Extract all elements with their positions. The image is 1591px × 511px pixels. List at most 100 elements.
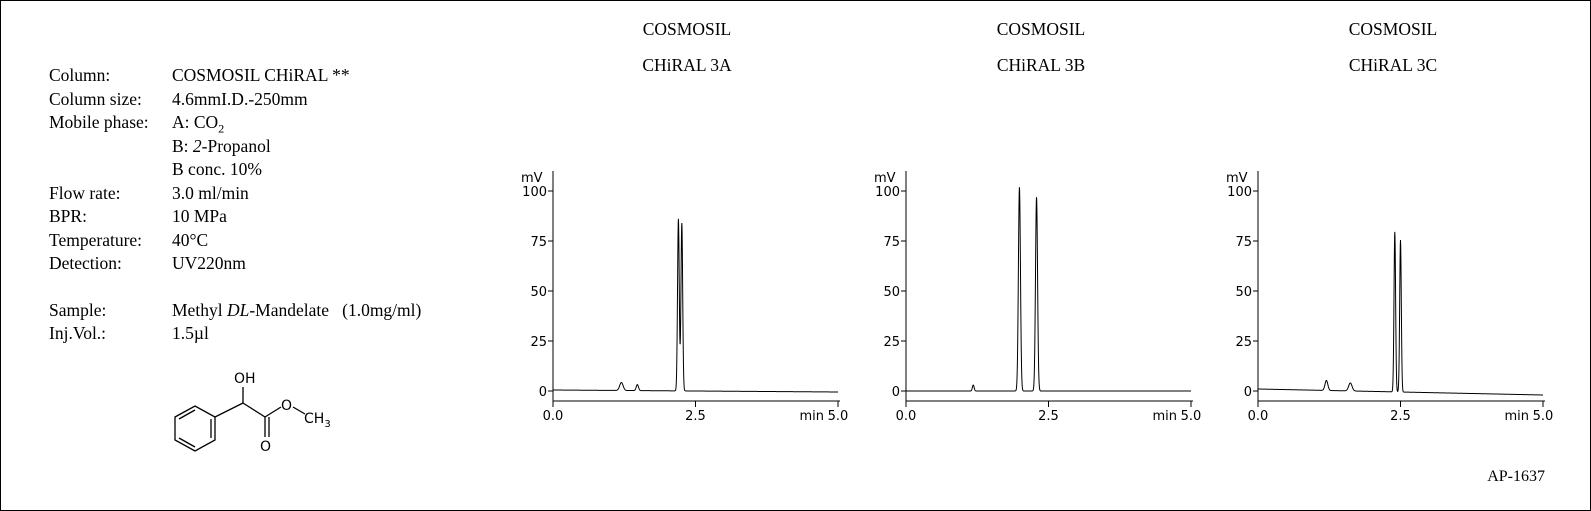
- condition-value: B: 2-Propanol: [172, 135, 271, 159]
- condition-label: Inj.Vol.:: [49, 323, 107, 343]
- condition-label: BPR:: [49, 206, 87, 226]
- y-tick-label: 75: [530, 235, 547, 250]
- y-tick-label: 50: [530, 285, 547, 300]
- x-tick-label: 2.5: [685, 409, 706, 424]
- ch3-label: CH3: [304, 411, 331, 430]
- ch3-subscript: 3: [324, 419, 330, 430]
- mobile-phase-b-prefix: B:: [172, 135, 193, 156]
- condition-row-temperature: Temperature: 40°C: [49, 229, 421, 253]
- mobile-phase-b-italic: 2: [192, 135, 202, 156]
- condition-value: Methyl DL-Mandelate (1.0mg/ml): [172, 299, 421, 323]
- condition-value: 10 MPa: [172, 206, 227, 226]
- conditions-block: Column: COSMOSIL CHiRAL ** Column size: …: [49, 64, 421, 346]
- condition-row-mobile-phase-a: Mobile phase: A: CO2: [49, 111, 421, 135]
- condition-row-column-size: Column size: 4.6mmI.D.-250mm: [49, 88, 421, 112]
- y-tick-label: 25: [883, 335, 900, 350]
- condition-value: UV220nm: [172, 253, 246, 273]
- ch3-text: CH: [304, 411, 324, 427]
- carbonyl-o-label: O: [260, 439, 271, 455]
- condition-value: A: CO2: [172, 111, 224, 135]
- x-tick-label: 0.0: [896, 409, 917, 424]
- spacer: [49, 276, 421, 299]
- x-axis-unit: min: [1504, 409, 1529, 424]
- x-tick-label: 0.0: [1248, 409, 1269, 424]
- condition-value: 1.5µl: [172, 323, 209, 343]
- condition-row-mobile-phase-b: B: 2-Propanol: [49, 135, 421, 159]
- y-tick-label: 25: [1235, 335, 1252, 350]
- y-tick-label: 50: [1235, 285, 1252, 300]
- x-tick-label: 5.0: [1533, 409, 1554, 424]
- chart-title-3b-line1: COSMOSIL: [996, 19, 1086, 39]
- x-tick-label: 2.5: [1390, 409, 1411, 424]
- chromatogram-3b: mV 0 25 50 75 100 0.0 2.5 5.0 min: [874, 171, 1202, 424]
- x-axis-unit: min: [1152, 409, 1177, 424]
- bond-to-ester-o: [264, 406, 282, 418]
- bond: [214, 402, 244, 418]
- condition-row-sample: Sample: Methyl DL-Mandelate (1.0mg/ml): [49, 299, 421, 323]
- chart-title-3c-line1: COSMOSIL: [1348, 19, 1438, 39]
- condition-label: Mobile phase:: [49, 112, 149, 132]
- y-tick-label: 75: [1235, 235, 1252, 250]
- ring-double-bond: [178, 437, 196, 448]
- application-code: AP-1637: [1487, 468, 1545, 485]
- condition-label: [49, 158, 172, 182]
- chart-title-3b-line2: CHiRAL 3B: [996, 55, 1086, 75]
- ring-double-bond: [178, 409, 196, 420]
- chart-title-3a-line1: COSMOSIL: [642, 19, 732, 39]
- methyl-mandelate-structure: OH O CH3 O: [174, 371, 331, 455]
- mobile-phase-a-text: A: CO: [172, 112, 219, 132]
- sample-italic: DL: [226, 299, 250, 320]
- sample-prefix: Methyl: [172, 299, 227, 320]
- condition-row-inj-vol: Inj.Vol.: 1.5µl: [49, 322, 421, 346]
- y-tick-label: 100: [875, 185, 900, 200]
- chromatogram-trace: [906, 187, 1191, 392]
- x-tick-label: 5.0: [828, 409, 849, 424]
- y-tick-label: 0: [539, 385, 547, 400]
- chromatogram-3c: mV 0 25 50 75 100 0.0 2.5 5.0 min: [1226, 171, 1554, 424]
- x-axis-unit: min: [799, 409, 824, 424]
- chromatogram-trace: [553, 218, 838, 393]
- ester-o-label: O: [281, 398, 292, 414]
- y-tick-label: 100: [522, 185, 547, 200]
- condition-label: Detection:: [49, 253, 122, 273]
- mobile-phase-b-suffix: -Propanol: [201, 135, 271, 156]
- bond-to-methyl: [292, 406, 306, 415]
- y-axis-unit: mV: [874, 171, 896, 186]
- x-tick-label: 2.5: [1038, 409, 1059, 424]
- condition-value: 3.0 ml/min: [172, 182, 249, 203]
- condition-row-b-conc: B conc. 10%: [49, 158, 421, 182]
- condition-label: [49, 135, 172, 159]
- chromatogram-trace: [1258, 231, 1543, 396]
- y-tick-label: 75: [883, 235, 900, 250]
- condition-value: B conc. 10%: [172, 159, 262, 179]
- chart-title-3a-line2: CHiRAL 3A: [642, 55, 732, 75]
- condition-row-detection: Detection: UV220nm: [49, 252, 421, 276]
- benzene-ring: [174, 405, 216, 452]
- y-tick-label: 0: [892, 385, 900, 400]
- y-tick-label: 0: [1244, 385, 1252, 400]
- condition-label: Flow rate:: [49, 182, 121, 203]
- condition-value: 40°C: [172, 229, 209, 250]
- condition-row-flow-rate: Flow rate: 3.0 ml/min: [49, 182, 421, 206]
- y-axis-unit: mV: [1226, 171, 1248, 186]
- bond: [242, 402, 266, 418]
- condition-row-bpr: BPR: 10 MPa: [49, 205, 421, 229]
- condition-value: 4.6mmI.D.-250mm: [172, 88, 308, 109]
- sample-suffix: -Mandelate (1.0mg/ml): [249, 299, 422, 320]
- y-tick-label: 50: [883, 285, 900, 300]
- chromatogram-3a: mV 0 25 50 75 100 0.0 2.5 5.0 min: [521, 171, 849, 424]
- condition-label: Column:: [49, 65, 111, 85]
- subscript-2: 2: [218, 121, 225, 136]
- x-tick-label: 0.0: [543, 409, 564, 424]
- y-axis-unit: mV: [521, 171, 543, 186]
- condition-row-column: Column: COSMOSIL CHiRAL **: [49, 64, 421, 88]
- y-tick-label: 100: [1227, 185, 1252, 200]
- condition-label: Sample:: [49, 299, 107, 320]
- x-tick-label: 5.0: [1181, 409, 1202, 424]
- oh-label: OH: [234, 371, 256, 387]
- condition-label: Column size:: [49, 88, 142, 109]
- chart-title-3c-line2: CHiRAL 3C: [1348, 55, 1438, 75]
- y-tick-label: 25: [530, 335, 547, 350]
- condition-value: COSMOSIL CHiRAL **: [172, 65, 350, 85]
